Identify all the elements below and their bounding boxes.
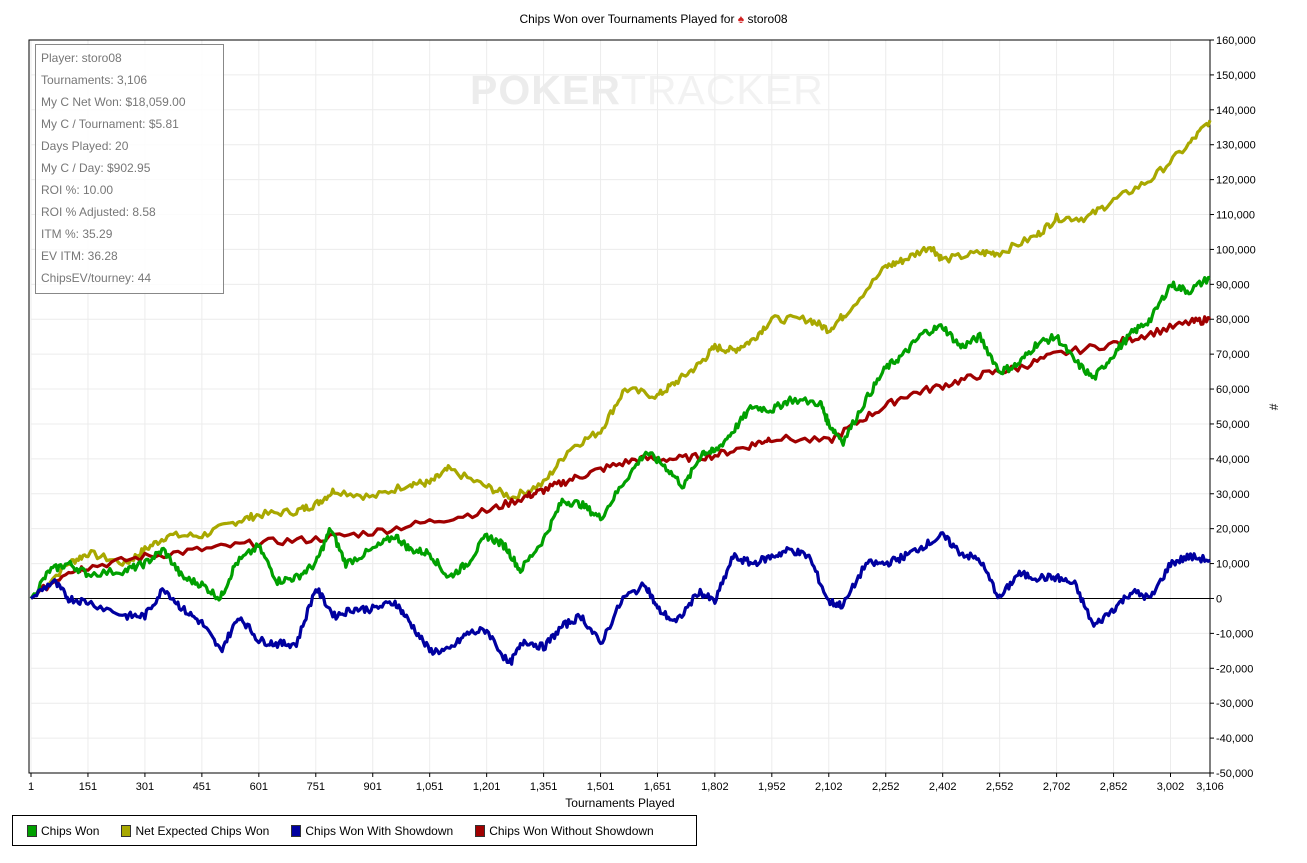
stats-box: Player: storo08 Tournaments: 3,106 My C Ne… xyxy=(35,44,224,294)
stat-line: EV ITM: 36.28 xyxy=(41,249,118,263)
y-tick-label: 80,000 xyxy=(1216,314,1250,326)
x-tick-label: 1,952 xyxy=(758,781,786,793)
y-tick-label: 160,000 xyxy=(1216,35,1256,47)
x-tick-label: 3,002 xyxy=(1157,781,1185,793)
y-tick-label: -40,000 xyxy=(1216,733,1253,745)
x-tick-label: 451 xyxy=(193,781,211,793)
x-tick-label: 151 xyxy=(79,781,97,793)
stat-line: ChipsEV/tourney: 44 xyxy=(41,271,152,285)
y-tick-label: 40,000 xyxy=(1216,454,1250,466)
legend-item[interactable]: Net Expected Chips Won xyxy=(121,824,269,838)
series-line-net-expected-chips-won xyxy=(29,119,1212,600)
y-tick-label: 90,000 xyxy=(1216,279,1250,291)
x-tick-label: 1,051 xyxy=(416,781,444,793)
stat-line: ROI %: 10.00 xyxy=(41,183,114,197)
legend-item[interactable]: Chips Won Without Showdown xyxy=(475,824,654,838)
y-tick-label: 10,000 xyxy=(1216,559,1250,571)
y-tick-label: 130,000 xyxy=(1216,140,1256,152)
x-tick-label: 901 xyxy=(364,781,382,793)
y-axis-label: # xyxy=(1266,403,1281,411)
x-tick-label: 301 xyxy=(136,781,154,793)
x-tick-label: 1,351 xyxy=(530,781,558,793)
y-tick-label: 110,000 xyxy=(1216,210,1255,222)
legend-label: Chips Won With Showdown xyxy=(305,823,454,838)
series-line-chips-won-with-showdown xyxy=(30,531,1211,666)
x-axis-label: Tournaments Played xyxy=(565,796,675,810)
legend-swatch xyxy=(291,824,302,837)
stat-line: ROI % Adjusted: 8.58 xyxy=(41,205,156,219)
y-tick-label: -50,000 xyxy=(1216,768,1253,780)
chart-title-player: storo08 xyxy=(747,12,788,26)
legend-swatch xyxy=(121,824,132,837)
x-tick-label: 2,852 xyxy=(1100,781,1128,793)
y-tick-label: 60,000 xyxy=(1216,384,1250,396)
y-tick-label: 50,000 xyxy=(1216,419,1250,431)
x-tick-label: 1,501 xyxy=(587,781,615,793)
legend-swatch xyxy=(27,824,37,837)
y-tick-label: 70,000 xyxy=(1216,349,1250,361)
legend-item[interactable]: Chips Won xyxy=(27,824,99,838)
y-tick-label: -10,000 xyxy=(1216,628,1253,640)
chart-title-text: Chips Won over Tournaments Played for xyxy=(519,12,735,26)
y-tick-label: 150,000 xyxy=(1216,70,1256,82)
y-tick-label: 0 xyxy=(1216,593,1222,605)
legend-label: Net Expected Chips Won xyxy=(135,823,270,838)
spade-icon: ♠ xyxy=(737,12,745,26)
legend-label: Chips Won xyxy=(41,823,100,838)
y-tick-label: -30,000 xyxy=(1216,698,1253,710)
x-tick-label: 3,106 xyxy=(1196,781,1224,793)
x-tick-label: 2,102 xyxy=(815,781,843,793)
legend-item[interactable]: Chips Won With Showdown xyxy=(291,824,453,838)
x-tick-label: 1,802 xyxy=(701,781,729,793)
y-tick-label: 140,000 xyxy=(1216,105,1256,117)
x-tick-label: 2,252 xyxy=(872,781,900,793)
legend-label: Chips Won Without Showdown xyxy=(489,823,654,838)
stat-line: Tournaments: 3,106 xyxy=(41,73,148,87)
x-tick-label: 2,552 xyxy=(986,781,1014,793)
x-tick-label: 751 xyxy=(307,781,325,793)
plot-border xyxy=(28,39,1211,774)
stat-line: Days Played: 20 xyxy=(41,139,129,153)
y-tick-label: 120,000 xyxy=(1216,175,1256,187)
x-tick-label: 1,201 xyxy=(473,781,501,793)
y-tick-label: 100,000 xyxy=(1216,244,1256,256)
chart-title: Chips Won over Tournaments Played for ♠ … xyxy=(0,12,1307,26)
x-tick-label: 1,651 xyxy=(644,781,672,793)
x-tick-label: 2,402 xyxy=(929,781,957,793)
series-line-chips-won-without-showdown xyxy=(30,315,1212,600)
x-tick-label: 601 xyxy=(250,781,268,793)
y-tick-label: 20,000 xyxy=(1216,524,1250,536)
stat-line: My C / Tournament: $5.81 xyxy=(41,117,179,131)
y-tick-label: -20,000 xyxy=(1216,663,1253,675)
stat-line: ITM %: 35.29 xyxy=(41,227,113,241)
legend-swatch xyxy=(475,824,486,837)
stat-line: Player: storo08 xyxy=(41,51,122,65)
series-line-chips-won xyxy=(29,275,1211,602)
stat-line: My C Net Won: $18,059.00 xyxy=(41,95,186,109)
x-tick-label: 2,702 xyxy=(1043,781,1071,793)
stat-line: My C / Day: $902.95 xyxy=(41,161,151,175)
x-tick-label: 1 xyxy=(28,781,34,793)
y-tick-label: 30,000 xyxy=(1216,489,1250,501)
legend: Chips Won Net Expected Chips Won Chips Won… xyxy=(12,815,697,846)
